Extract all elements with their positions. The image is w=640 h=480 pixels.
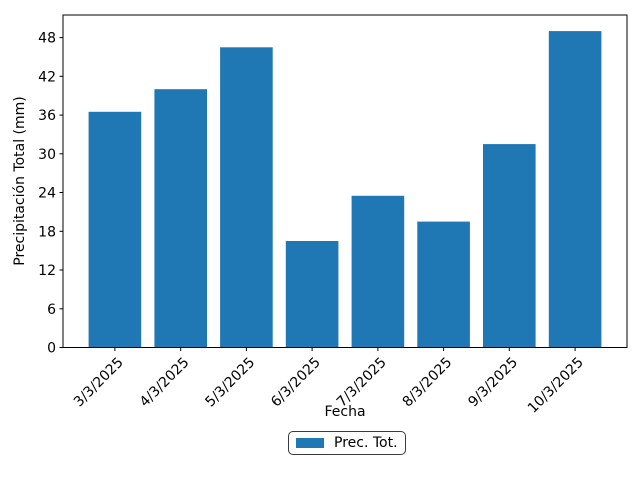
bar <box>417 221 470 348</box>
y-tick-label: 0 <box>47 341 56 357</box>
bar <box>351 195 405 348</box>
x-tick-label: 8/3/2025 <box>400 355 456 411</box>
bar <box>285 241 339 348</box>
y-tick-label: 30 <box>38 147 56 163</box>
y-tick-label: 24 <box>38 186 56 202</box>
y-tick-label: 12 <box>38 263 56 279</box>
x-tick-label: 9/3/2025 <box>465 355 521 411</box>
x-tick-label: 6/3/2025 <box>268 355 324 411</box>
axes-frame <box>62 14 628 348</box>
x-tick-label: 3/3/2025 <box>71 355 127 411</box>
bar <box>88 111 142 348</box>
x-axis-label: Fecha <box>324 404 366 420</box>
x-tick-label: 5/3/2025 <box>202 355 258 411</box>
x-tick-label: 7/3/2025 <box>334 355 390 411</box>
bar <box>483 144 536 348</box>
y-axis-label: Precipitación Total (mm) <box>12 96 28 266</box>
bar <box>220 47 273 348</box>
y-tick-label: 36 <box>38 108 56 124</box>
x-tick-label: 10/3/2025 <box>525 355 587 417</box>
bar <box>548 31 602 348</box>
y-tick-label: 48 <box>38 31 56 47</box>
y-tick-label: 6 <box>47 302 56 318</box>
y-tick-label: 42 <box>38 69 56 85</box>
x-tick-label: 4/3/2025 <box>137 355 193 411</box>
bar <box>154 89 207 348</box>
legend-swatch-icon <box>296 438 324 448</box>
legend: Prec. Tot. <box>288 431 406 455</box>
legend-entry-label: Prec. Tot. <box>334 435 398 451</box>
y-tick-label: 18 <box>38 224 56 240</box>
